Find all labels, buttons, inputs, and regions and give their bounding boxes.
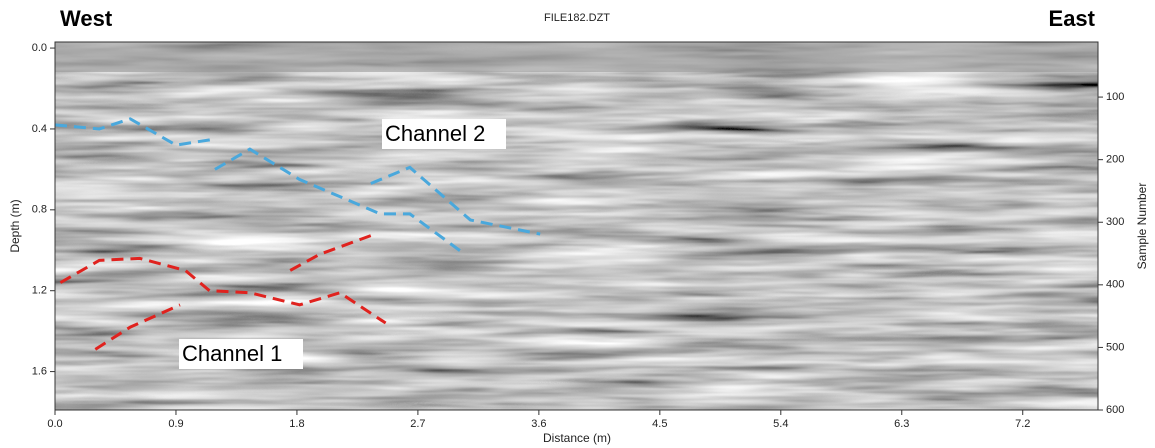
y2-tick-label: 500 xyxy=(1106,341,1124,353)
y2-tick-label: 300 xyxy=(1106,216,1124,228)
east-label: East xyxy=(1049,6,1096,31)
x-tick-label: 4.5 xyxy=(652,418,667,430)
west-label: West xyxy=(60,6,113,31)
y2-tick-label: 100 xyxy=(1106,91,1124,103)
y-tick-label: 1.2 xyxy=(32,285,47,297)
y2-tick-label: 200 xyxy=(1106,154,1124,166)
annotation-box xyxy=(382,119,506,149)
y2-tick-label: 400 xyxy=(1106,279,1124,291)
y2-tick-label: 600 xyxy=(1106,404,1124,416)
interpretation-line xyxy=(214,147,466,256)
x-tick-label: 7.2 xyxy=(1015,418,1030,430)
interpretation-line xyxy=(370,165,541,236)
annotation: Channel 2 xyxy=(385,121,485,146)
interpretation-line xyxy=(59,256,387,325)
chart-title: FILE182.DZT xyxy=(544,12,610,24)
annotation: Channel 1 xyxy=(182,341,282,366)
y2-axis-label: Sample Number xyxy=(1135,183,1149,270)
surface-band xyxy=(55,42,1098,72)
x-tick-label: 2.7 xyxy=(410,418,425,430)
annotation-box xyxy=(179,339,303,369)
x-tick-label: 1.8 xyxy=(289,418,304,430)
x-tick-label: 6.3 xyxy=(894,418,909,430)
interpretation-line xyxy=(94,303,181,351)
y-tick-label: 0.8 xyxy=(32,204,47,216)
y-axis-label: Depth (m) xyxy=(8,199,22,252)
x-tick-label: 5.4 xyxy=(773,418,788,430)
interpretation-line xyxy=(289,232,376,272)
interpretation-line xyxy=(54,117,216,147)
x-axis-label: Distance (m) xyxy=(543,431,611,445)
x-tick-label: 0.0 xyxy=(47,418,62,430)
plot-frame xyxy=(54,41,1099,411)
y-tick-label: 0.0 xyxy=(32,42,47,54)
y-tick-label: 0.4 xyxy=(32,123,47,135)
x-tick-label: 0.9 xyxy=(168,418,183,430)
x-tick-label: 3.6 xyxy=(531,418,546,430)
y-tick-label: 1.6 xyxy=(32,365,47,377)
